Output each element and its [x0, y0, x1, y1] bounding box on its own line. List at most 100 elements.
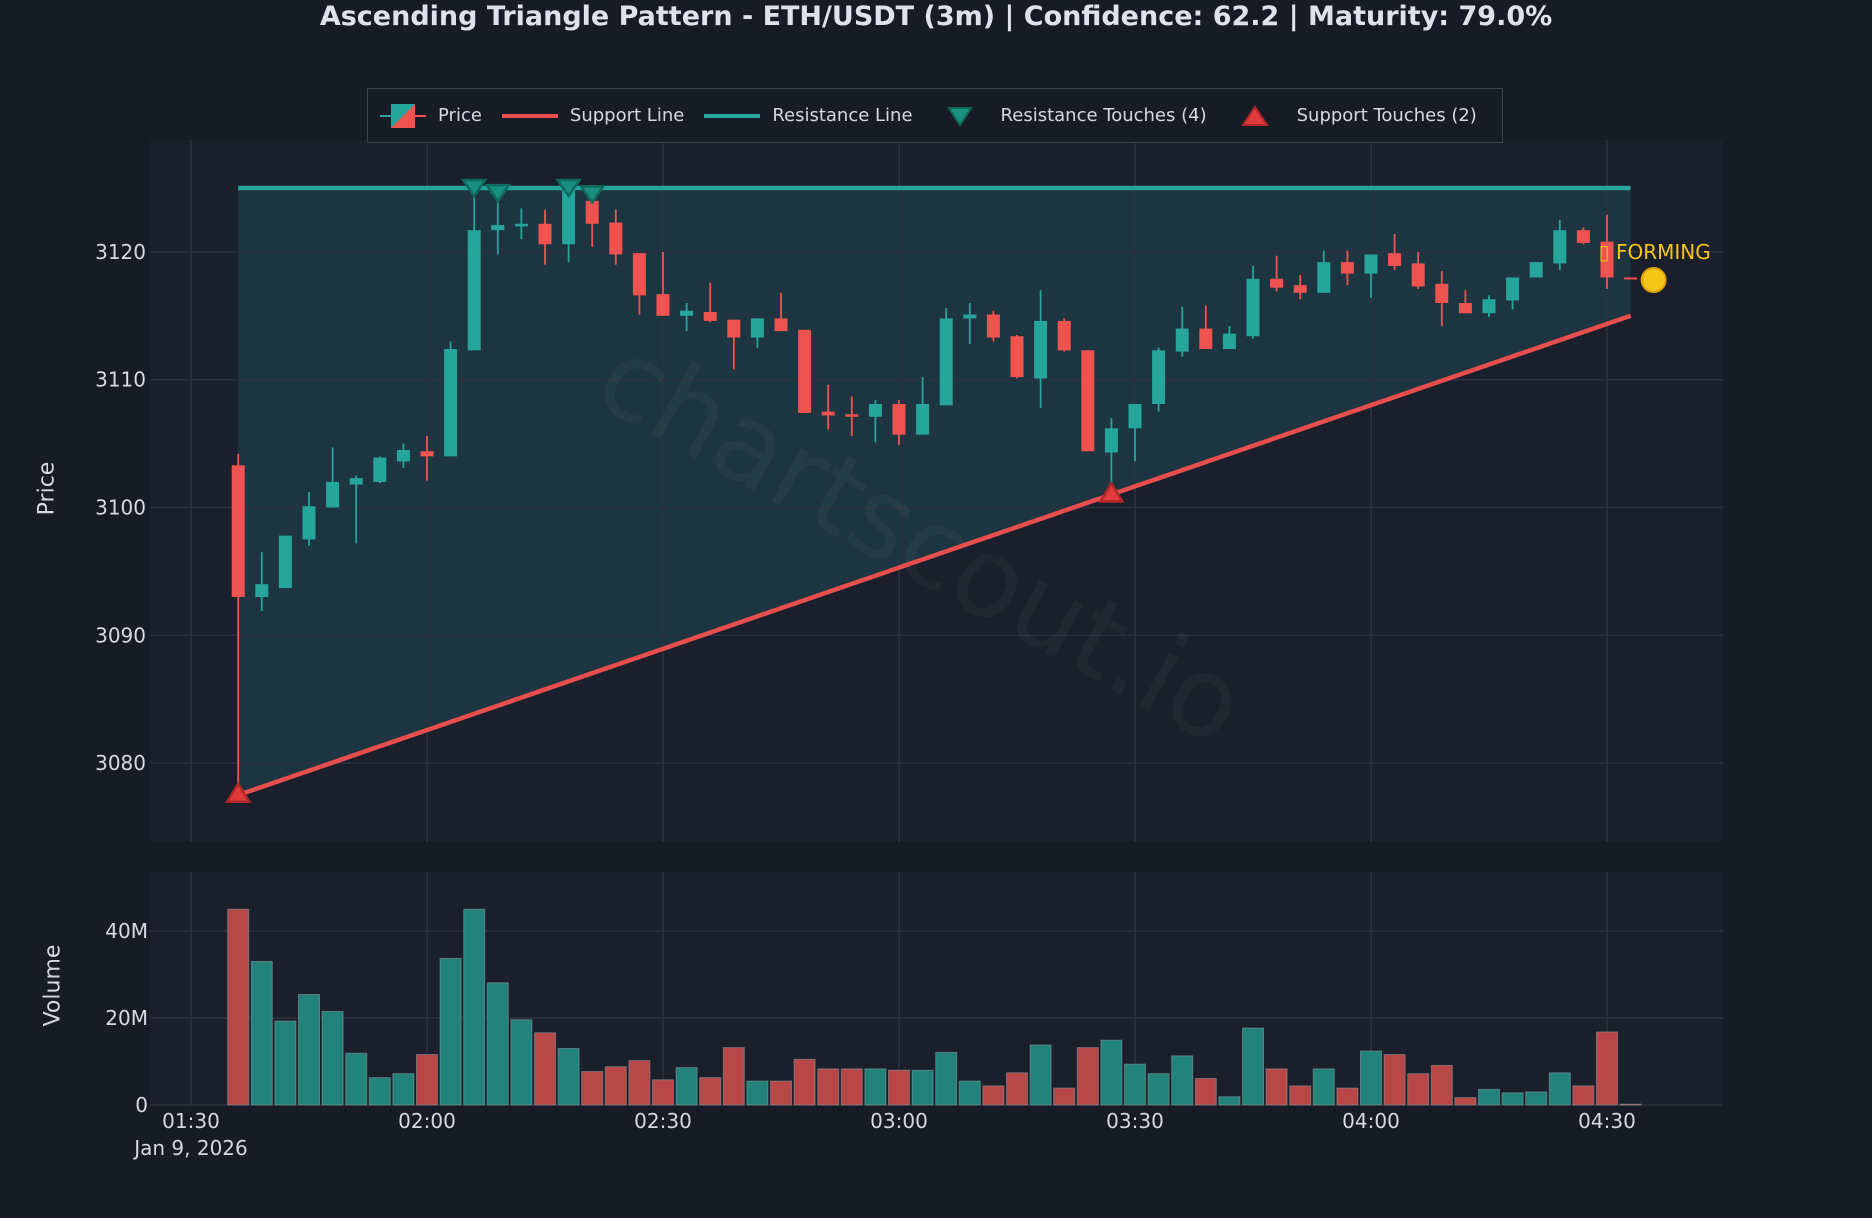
volume-bar — [746, 1080, 769, 1106]
candle-body — [1246, 278, 1260, 337]
candle — [278, 535, 292, 589]
forming-dot-icon — [1640, 267, 1667, 294]
volume-bar — [510, 1019, 533, 1106]
candle-body — [750, 318, 764, 338]
legend-item-resistance-touches[interactable]: Resistance Touches (4) — [946, 105, 1207, 127]
candle — [1104, 418, 1118, 494]
candle-body — [1482, 299, 1496, 314]
candle-body — [585, 200, 599, 224]
legend-item-resistance-line[interactable]: Resistance Line — [704, 105, 913, 126]
triangle-down-icon — [946, 106, 973, 127]
candle — [868, 400, 882, 443]
candle — [1199, 305, 1213, 350]
candle-body — [1576, 230, 1590, 243]
candle-body — [491, 225, 505, 231]
candle-body — [444, 349, 458, 457]
triangle-up-icon — [1240, 104, 1269, 126]
candle — [1435, 271, 1449, 327]
legend-label-resistance-line: Resistance Line — [772, 105, 913, 126]
date-label: Jan 9, 2026 — [132, 1136, 248, 1160]
candle — [255, 552, 269, 612]
candle-body — [373, 457, 387, 482]
candle-body — [1270, 278, 1284, 288]
candle — [845, 396, 859, 436]
volume-bar — [864, 1068, 887, 1106]
candle-body — [1222, 333, 1236, 350]
candle — [514, 208, 528, 240]
volume-bar — [722, 1047, 745, 1106]
volume-bar — [628, 1060, 651, 1106]
volume-bar — [1596, 1031, 1618, 1106]
volume-bar — [486, 982, 509, 1106]
candle-body — [1199, 328, 1213, 350]
candle-body — [1175, 328, 1189, 352]
volume-bar — [1383, 1054, 1406, 1106]
candle — [1081, 350, 1095, 452]
candle — [302, 492, 316, 546]
volume-bar — [1218, 1096, 1241, 1106]
volume-bar — [1454, 1097, 1477, 1106]
forming-annotation: ▯ FORMING — [1599, 240, 1711, 264]
candle — [798, 329, 812, 413]
candle-body — [656, 294, 670, 316]
legend-label-support-line: Support Line — [569, 105, 685, 126]
candle-body — [703, 311, 717, 321]
candle-body — [1010, 336, 1024, 378]
resistance-touch-marker — [484, 183, 512, 204]
candle-body — [1553, 230, 1567, 264]
volume-bar — [1289, 1085, 1312, 1106]
candlesticks — [231, 188, 1638, 794]
time-tick-label: 01:30 — [162, 1109, 220, 1133]
volume-bar — [1407, 1073, 1430, 1106]
volume-bar — [604, 1066, 627, 1106]
candle — [750, 318, 764, 348]
candle-body — [514, 223, 528, 227]
volume-tick-label: 0 — [135, 1093, 148, 1117]
candle — [892, 400, 906, 445]
volume-bar — [274, 1020, 297, 1106]
legend-item-price[interactable]: Price — [380, 103, 482, 129]
volume-bar — [911, 1069, 934, 1106]
legend-label-resistance-touches: Resistance Touches (4) — [1000, 105, 1207, 126]
volume-bar — [958, 1080, 981, 1106]
legend-item-support-line[interactable]: Support Line — [501, 105, 685, 126]
candle — [1340, 250, 1354, 286]
candle — [1458, 290, 1472, 314]
volume-bar — [250, 960, 273, 1106]
candle — [420, 435, 434, 481]
candle — [396, 443, 410, 468]
volume-bar — [534, 1032, 556, 1106]
legend-item-support-touches[interactable]: Support Touches (2) — [1240, 104, 1477, 127]
volume-bar — [1572, 1085, 1595, 1106]
volume-bar — [817, 1068, 840, 1106]
support-touch-marker — [1098, 481, 1125, 503]
candle-body — [1506, 277, 1520, 301]
candle-body — [231, 465, 245, 597]
candle — [774, 292, 788, 332]
candle-body — [821, 411, 835, 416]
candle-body — [986, 314, 1000, 338]
candle-body — [1128, 403, 1142, 429]
candle — [680, 303, 694, 332]
volume-bar — [1100, 1039, 1123, 1106]
candle-body — [1411, 263, 1425, 287]
candle-body — [302, 506, 316, 540]
candle — [703, 282, 717, 323]
time-tick-label: 04:00 — [1342, 1109, 1400, 1133]
volume-bar — [1548, 1072, 1571, 1106]
candle — [1270, 255, 1284, 292]
candle-body — [1152, 350, 1166, 404]
support-touch-marker — [224, 781, 252, 804]
candle-body — [1388, 253, 1402, 266]
volume-bar — [1147, 1073, 1170, 1106]
candle — [562, 188, 576, 263]
volume-bar — [1053, 1087, 1076, 1106]
candle — [349, 475, 363, 544]
volume-bar — [982, 1085, 1005, 1106]
candle-body — [1364, 254, 1378, 274]
volume-bar — [298, 994, 320, 1106]
price-tick-label: 3080 — [95, 751, 146, 775]
candle — [1388, 234, 1402, 270]
candle — [632, 253, 646, 315]
volume-bar — [1171, 1055, 1194, 1106]
